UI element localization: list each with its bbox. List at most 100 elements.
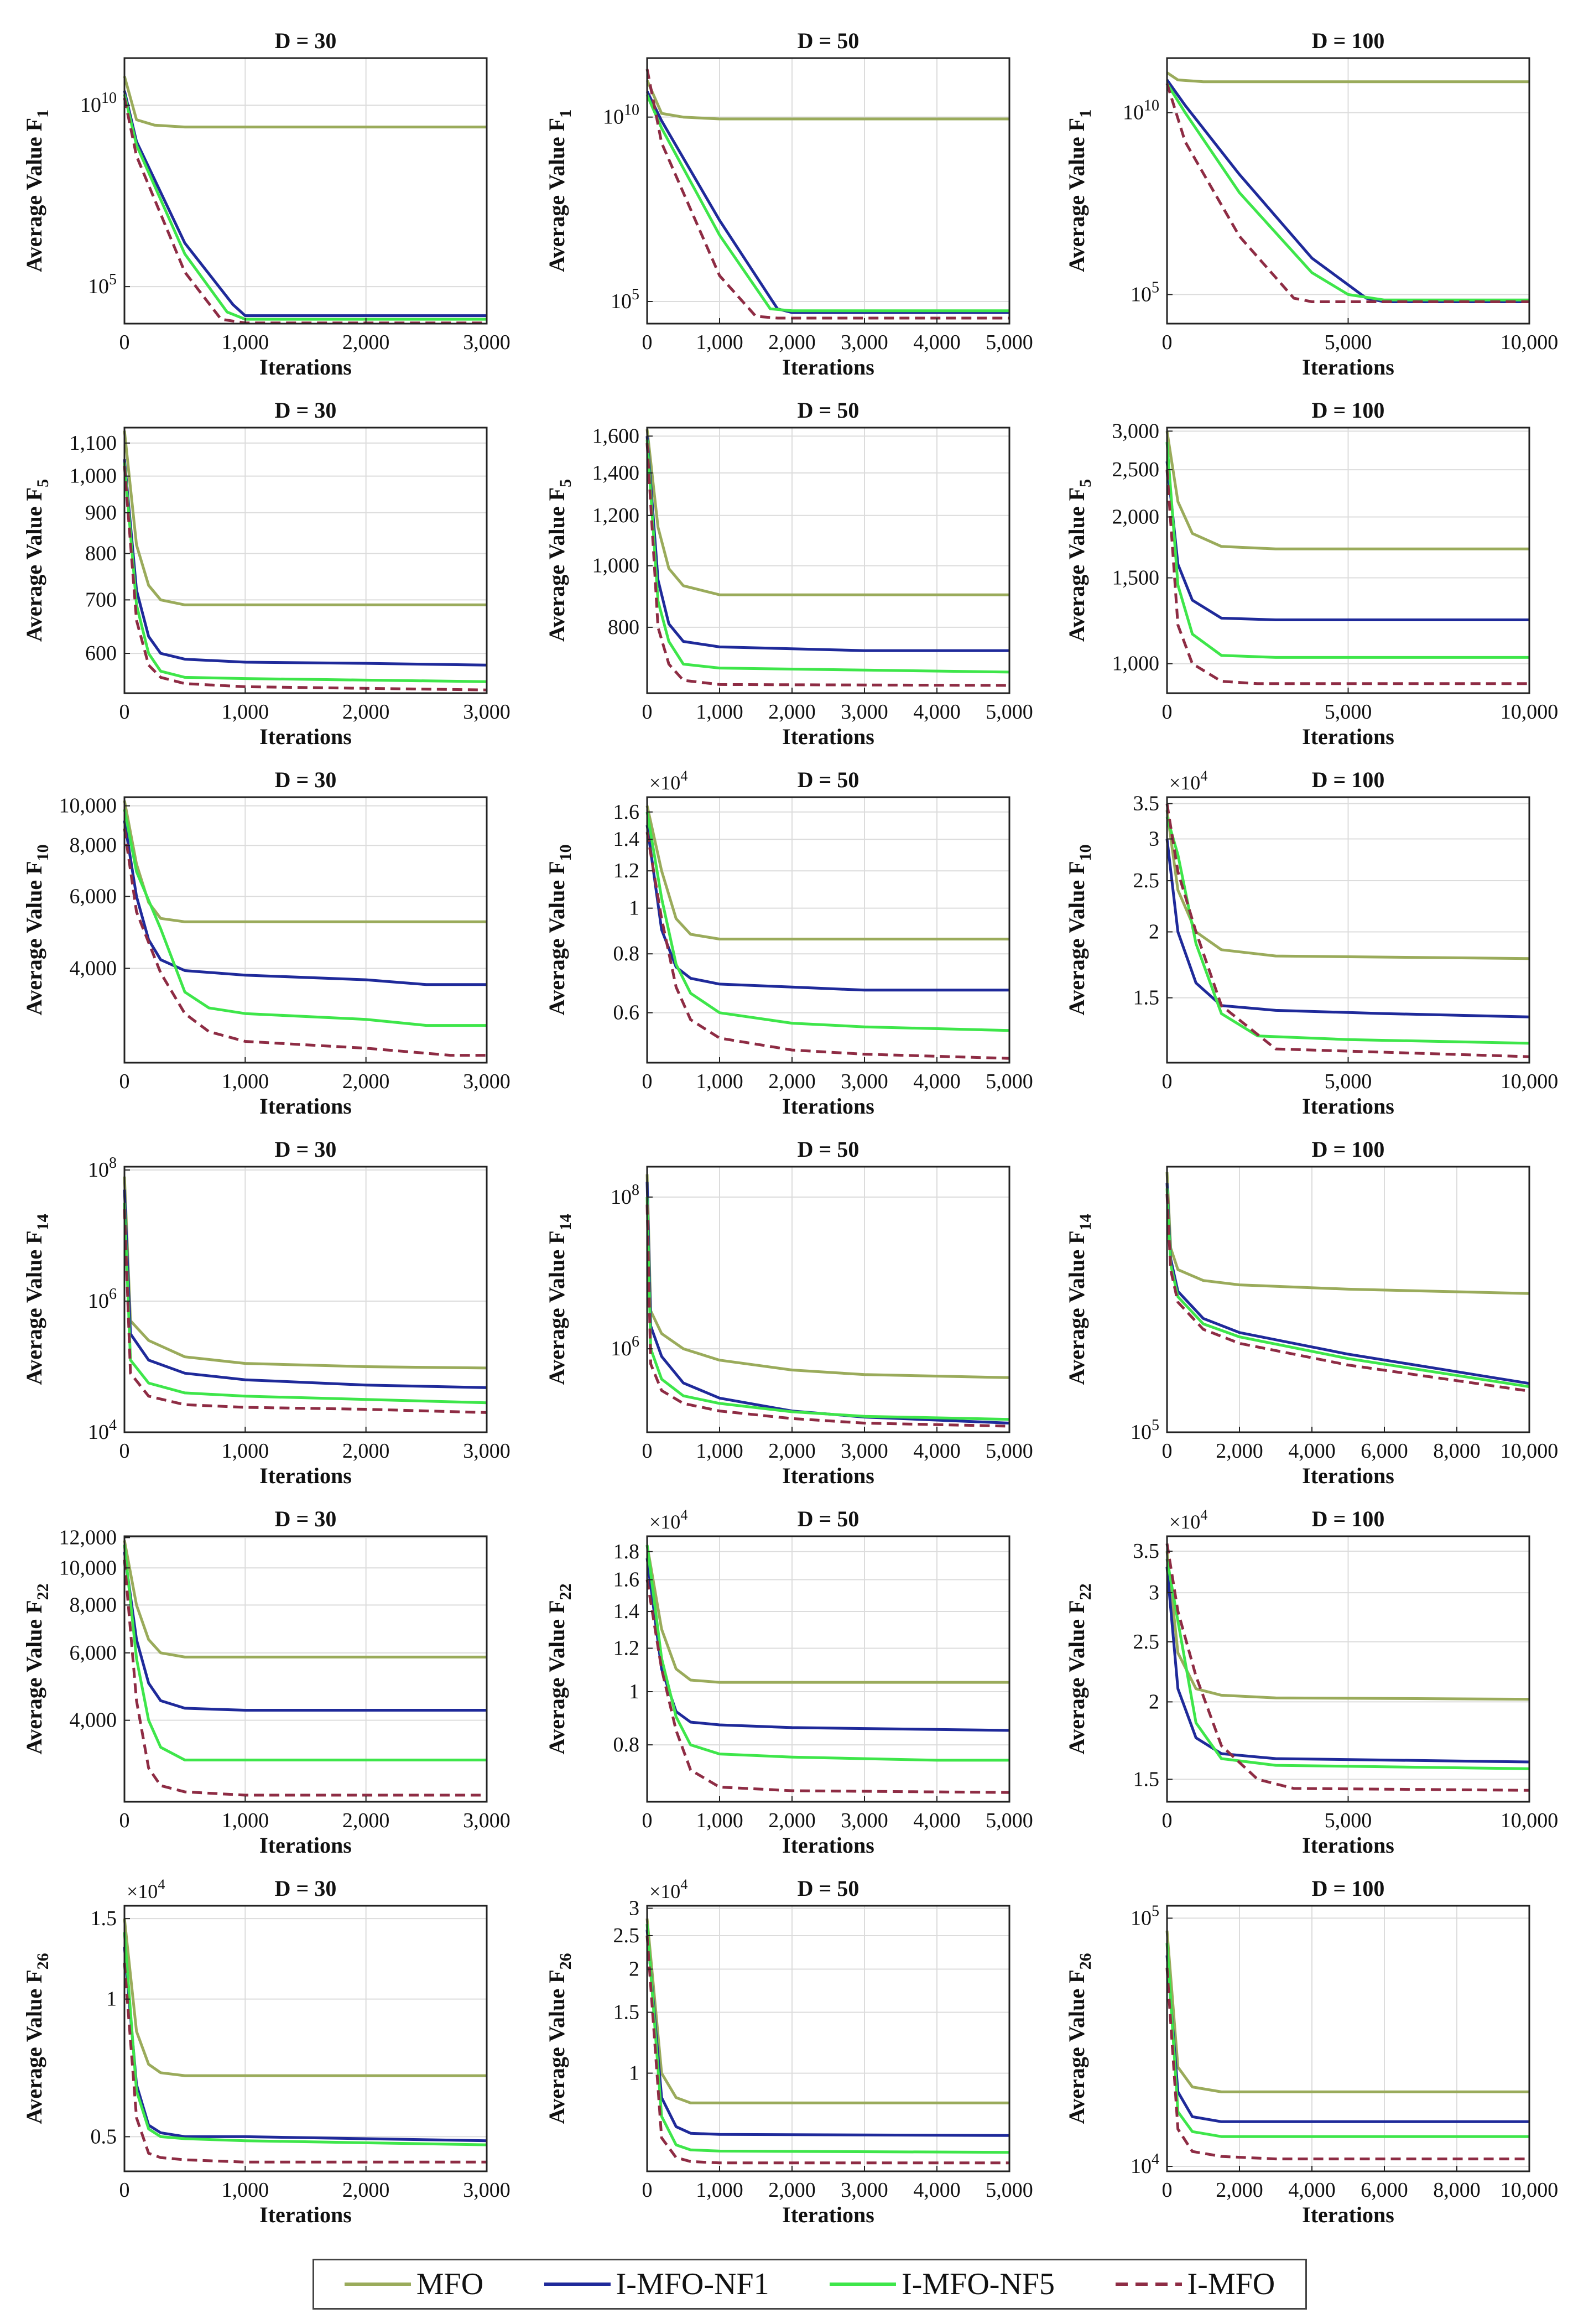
series-line-mfo: [645, 1545, 1009, 1684]
plot-frame: [123, 1535, 488, 1803]
plot-area: [124, 1536, 487, 1802]
subplot-f22-dddd30: D = 30 0 1,000 2,000 3,000 Iterations 4,000 6,0…: [22, 1506, 511, 1858]
x-tick-label: 3,000: [841, 1439, 888, 1463]
y-tick-label: 108: [611, 1182, 639, 1209]
plot-frame: [123, 1166, 488, 1433]
y-tick-label: 1,400: [592, 461, 640, 485]
series-line-i-mfo: [645, 831, 1010, 1060]
y-tick-label: 1010: [80, 90, 117, 117]
x-tick-label: 1,000: [696, 1809, 743, 1832]
series-line-i-mfo: [1165, 83, 1529, 303]
y-tick-label: 1: [629, 1680, 639, 1703]
subplot-title: D = 30: [275, 1876, 337, 1901]
x-tick-label: 2,000: [768, 331, 816, 354]
series-line-i-mfo: [1165, 469, 1529, 685]
y-tick-label: 1: [629, 897, 639, 920]
series-line-i-mfo-nf5: [645, 1545, 1009, 1762]
x-tick-label: 5,000: [1325, 331, 1372, 354]
x-axis-label: Iterations: [1302, 1094, 1394, 1119]
subplot-title: D = 50: [798, 398, 859, 423]
y-tick-label: 1: [106, 1988, 117, 2011]
series-line-mfo: [1165, 430, 1529, 550]
x-tick-label: 4,000: [1288, 2179, 1336, 2202]
series-line-i-mfo: [645, 443, 1010, 687]
x-tick-label: 8,000: [1433, 2179, 1481, 2202]
subplot-title: D = 50: [798, 1506, 859, 1531]
y-tick-label: 104: [88, 1417, 117, 1444]
x-tick-label: 2,000: [342, 331, 390, 354]
series-line-i-mfo-nf1: [123, 459, 487, 667]
x-tick-label: 3,000: [841, 331, 888, 354]
series-line-i-mfo: [1165, 1193, 1530, 1393]
y-tick-label: 1,000: [1112, 652, 1160, 675]
y-tick-label: 2.5: [613, 1924, 640, 1947]
series-line-i-mfo-nf1: [645, 1558, 1010, 1732]
y-tick-label: 2.5: [1133, 1630, 1160, 1654]
y-tick-label: 1,000: [592, 554, 640, 578]
x-tick-label: 2,000: [342, 1439, 390, 1463]
y-tick-label: 1,500: [1112, 566, 1160, 590]
plot-area: [647, 1906, 1009, 2171]
series-line-i-mfo-nf5: [645, 812, 1010, 1032]
x-tick-label: 4,000: [913, 700, 961, 724]
y-axis-label: Average Value F5: [544, 479, 575, 642]
series-line-i-mfo-nf5: [123, 1545, 487, 1761]
series-line-i-mfo-nf1: [123, 1552, 487, 1712]
y-tick-label: 600: [85, 642, 117, 665]
legend-swatch-i-mfo-nf1: [544, 2283, 611, 2286]
x-tick-label: 5,000: [986, 1809, 1033, 1832]
subplot-title: D = 30: [275, 28, 337, 53]
y-tick-label: 3: [1149, 1581, 1159, 1604]
x-tick-label: 10,000: [1501, 1809, 1559, 1832]
subplot-f26-dddd100: D = 100 0 2,000 4,000 6,000 8,000 10,000 Iterat…: [1064, 1876, 1558, 2227]
y-tick-label: 1.4: [613, 1600, 640, 1623]
series-line-i-mfo: [123, 828, 487, 1057]
x-tick-label: 0: [1162, 331, 1173, 354]
plot-area: [647, 58, 1009, 324]
x-axis-label: Iterations: [1302, 2202, 1394, 2227]
series-line-i-mfo: [123, 465, 487, 692]
y-axis-label: Average Value F5: [1064, 479, 1095, 642]
y-exponent-note: ×104: [127, 1876, 165, 1902]
y-tick-label: 1.5: [613, 2001, 640, 2024]
series-line-i-mfo-nf1: [645, 825, 1009, 992]
y-tick-label: 1.2: [613, 859, 640, 882]
x-tick-label: 2,000: [768, 1070, 816, 1093]
x-tick-label: 0: [642, 1439, 653, 1463]
plot-area: [124, 428, 487, 693]
x-tick-label: 2,000: [1216, 2179, 1263, 2202]
x-tick-label: 1,000: [696, 1439, 743, 1463]
series-line-i-mfo: [1165, 1967, 1529, 2161]
subplot-title: D = 100: [1312, 28, 1385, 53]
series-line-i-mfo: [1165, 1543, 1530, 1792]
y-tick-label: 0.5: [91, 2125, 117, 2148]
subplot-title: D = 100: [1312, 398, 1385, 423]
y-axis-label: Average Value F10: [544, 844, 575, 1015]
subplot-f26-dddd30: D = 30 0 1,000 2,000 3,000 Iterations 0.5 1 1.5 ×…: [22, 1876, 511, 2227]
x-tick-label: 4,000: [913, 1809, 961, 1832]
plot-frame: [123, 57, 488, 325]
x-axis-label: Iterations: [259, 355, 352, 379]
x-tick-label: 10,000: [1501, 700, 1559, 724]
series-line-i-mfo: [645, 1204, 1010, 1428]
x-tick-label: 2,000: [342, 700, 390, 724]
y-tick-label: 1.6: [613, 1568, 640, 1592]
series-line-mfo: [123, 1918, 487, 2077]
y-tick-label: 106: [611, 1333, 639, 1360]
plot-area: [1167, 1167, 1529, 1432]
legend-item-i-mfo: I-MFO: [1115, 2266, 1275, 2302]
subplot-title: D = 50: [798, 767, 859, 792]
series-line-mfo: [123, 1540, 487, 1658]
x-axis-label: Iterations: [782, 355, 874, 379]
subplot-f10-dddd100: D = 100 0 5,000 10,000 Iterations 1.5 2 2.5 3 3.5…: [1064, 767, 1558, 1119]
x-axis-label: Iterations: [259, 724, 352, 749]
x-tick-label: 4,000: [1288, 1439, 1336, 1463]
x-tick-label: 10,000: [1501, 1439, 1559, 1463]
y-tick-label: 4,000: [70, 956, 117, 980]
y-tick-label: 800: [85, 542, 117, 565]
subplot-f14-dddd100: D = 100 0 2,000 4,000 6,000 8,000 10,000 Iterat…: [1064, 1137, 1558, 1488]
x-tick-label: 2,000: [768, 1809, 816, 1832]
y-axis-label: Average Value F22: [1064, 1583, 1095, 1754]
x-tick-label: 6,000: [1361, 2179, 1408, 2202]
x-tick-label: 0: [642, 1809, 653, 1832]
